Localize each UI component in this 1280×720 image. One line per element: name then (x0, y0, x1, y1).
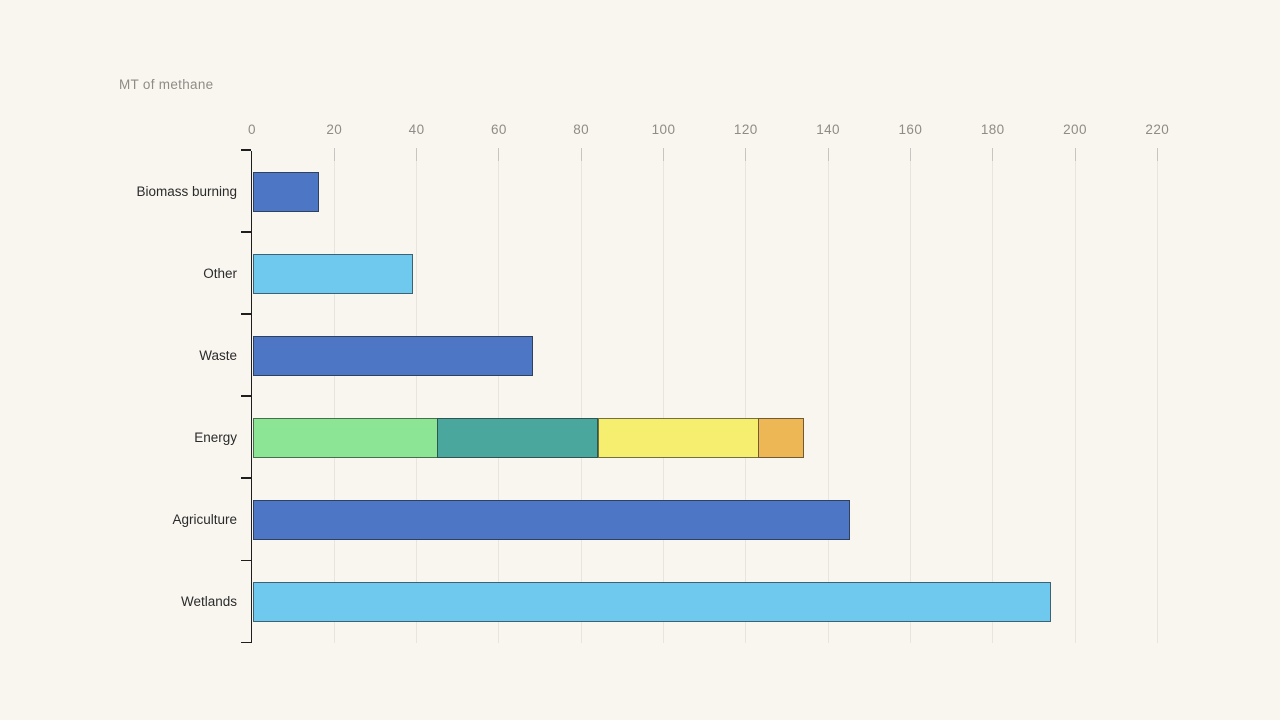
gridline (416, 148, 418, 644)
bar-row (252, 582, 1051, 622)
category-label: Biomass burning (136, 183, 237, 199)
x-tick-mark (745, 148, 747, 161)
x-tick-mark (1074, 148, 1076, 161)
x-tick-mark (498, 148, 500, 161)
x-tick-label: 40 (408, 122, 425, 137)
x-tick-mark (909, 148, 911, 161)
bar-segment (757, 417, 804, 458)
bar-segment (252, 171, 319, 212)
x-tick-mark (580, 148, 582, 161)
x-tick-mark (992, 148, 994, 161)
bar-segment (597, 417, 759, 458)
gridline (745, 148, 747, 644)
gridline (663, 148, 664, 644)
bar-row (252, 417, 804, 458)
y-axis-tick (241, 149, 251, 151)
bar-segment (436, 417, 598, 458)
gridline (827, 148, 829, 644)
bar-row (252, 499, 850, 540)
x-tick-label: 120 (733, 122, 758, 137)
category-label: Other (203, 265, 237, 281)
chart-title: MT of methane (119, 77, 214, 92)
x-tick-label: 220 (1145, 122, 1170, 137)
x-tick-label: 60 (490, 122, 507, 137)
bar-segment (252, 253, 413, 294)
gridline (909, 148, 911, 644)
category-label: Wetlands (180, 594, 237, 610)
x-tick-label: 20 (326, 122, 343, 137)
x-tick-mark (663, 148, 664, 161)
x-tick-label: 80 (573, 122, 590, 137)
x-tick-mark (333, 148, 335, 161)
category-label: Agriculture (172, 511, 237, 527)
y-axis-line (250, 150, 252, 644)
bar-row (252, 253, 413, 294)
gridline (498, 148, 500, 644)
x-tick-mark (827, 148, 829, 161)
x-tick-label: 180 (980, 122, 1005, 137)
gridline (1074, 148, 1076, 644)
bar-segment (252, 417, 438, 458)
gridline (333, 148, 335, 644)
bar-segment (252, 582, 1051, 622)
y-axis-tick (241, 559, 251, 561)
bar-row (252, 171, 319, 212)
y-axis-tick (241, 395, 251, 397)
bar-segment (252, 335, 533, 376)
y-axis-tick (241, 477, 251, 479)
category-label: Energy (194, 429, 237, 445)
y-axis-tick (241, 313, 251, 315)
x-tick-label: 160 (898, 122, 923, 137)
x-tick-mark (416, 148, 418, 161)
gridline (992, 148, 994, 644)
bar-segment (252, 499, 850, 540)
x-tick-mark (1156, 148, 1158, 161)
x-tick-label: 0 (248, 122, 256, 137)
x-tick-label: 200 (1063, 122, 1087, 137)
y-axis-tick (241, 231, 251, 233)
bar-row (252, 335, 533, 376)
x-tick-label: 140 (816, 122, 840, 137)
x-tick-label: 100 (651, 122, 676, 137)
gridline (580, 148, 582, 644)
gridline (1156, 148, 1158, 644)
y-axis-tick (241, 641, 251, 644)
category-label: Waste (199, 347, 237, 363)
